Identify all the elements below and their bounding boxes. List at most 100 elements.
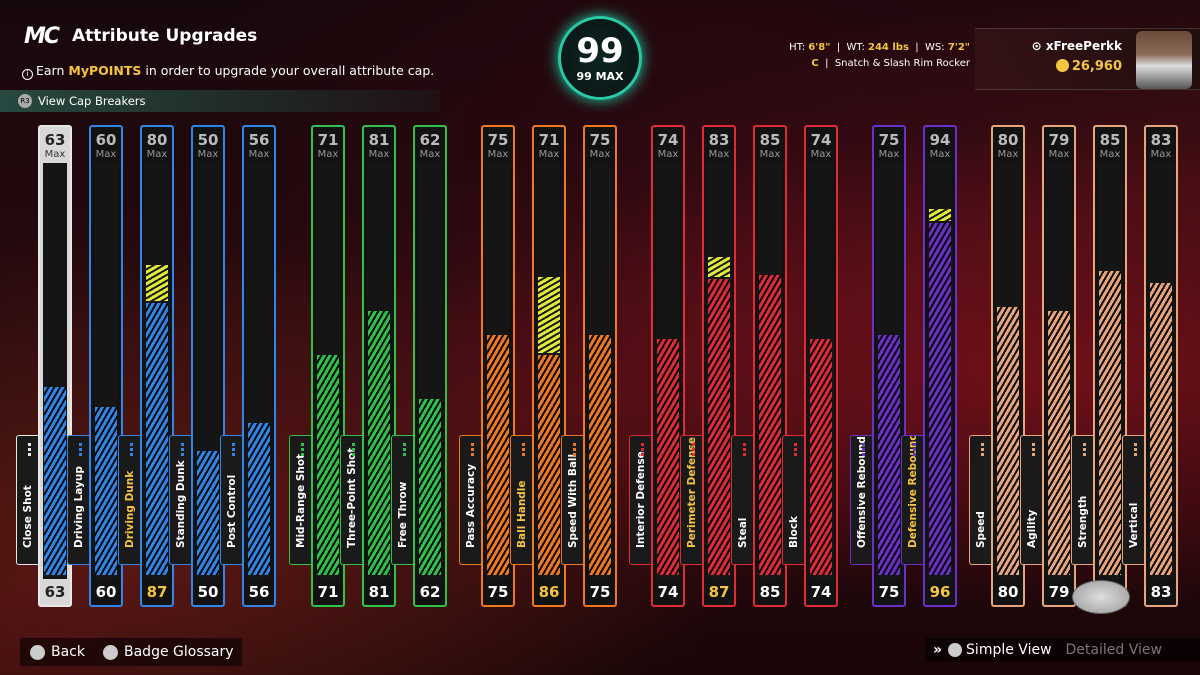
attribute-column[interactable]: 63 Max Close Shot 63 bbox=[16, 125, 72, 607]
attribute-column[interactable]: 60 Max Driving Layup 60 bbox=[67, 125, 123, 607]
attribute-value: 75 bbox=[589, 583, 611, 601]
attribute-column[interactable]: 81 Max Three-Point Shot 81 bbox=[340, 125, 396, 607]
attribute-label-tab: Steal bbox=[731, 435, 753, 565]
attribute-column[interactable]: 79 Max Agility 79 bbox=[1020, 125, 1076, 607]
attribute-max-label: Max bbox=[419, 149, 441, 160]
detailed-view-button[interactable]: Detailed View bbox=[1065, 642, 1162, 658]
attribute-label-tab: Agility bbox=[1020, 435, 1042, 565]
attribute-cap: 83 bbox=[708, 131, 730, 149]
attribute-max-label: Max bbox=[538, 149, 560, 160]
attribute-column[interactable]: 62 Max Free Throw 62 bbox=[391, 125, 447, 607]
attribute-cap: 71 bbox=[538, 131, 560, 149]
footer-actions: Back Badge Glossary bbox=[20, 638, 242, 666]
attribute-max-label: Max bbox=[929, 149, 951, 160]
back-button[interactable]: Back bbox=[51, 644, 85, 660]
attribute-label-tab: Defensive Rebound bbox=[901, 435, 923, 565]
attribute-value: 85 bbox=[759, 583, 781, 601]
attribute-upgrade-fill bbox=[708, 257, 730, 277]
attribute-cap: 80 bbox=[997, 131, 1019, 149]
attribute-column[interactable]: 80 Max Speed 80 bbox=[969, 125, 1025, 607]
attribute-label-tab: Pass Accuracy bbox=[459, 435, 481, 565]
attribute-column[interactable]: 56 Max Post Control 56 bbox=[220, 125, 276, 607]
attribute-column[interactable]: 85MaxStrength85 bbox=[1071, 125, 1127, 607]
attribute-upgrade-fill bbox=[538, 277, 560, 353]
attribute-cap: 75 bbox=[878, 131, 900, 149]
attribute-fill bbox=[589, 335, 611, 575]
attribute-cap: 85 bbox=[759, 131, 781, 149]
attribute-dots bbox=[862, 443, 865, 457]
attribute-cap: 83 bbox=[1150, 131, 1172, 149]
attribute-cap: 56 bbox=[248, 131, 270, 149]
attribute-max-label: Max bbox=[997, 149, 1019, 160]
attribute-column[interactable]: 71 Max Ball Handle 86 bbox=[510, 125, 566, 607]
attribute-dots bbox=[403, 443, 406, 457]
attribute-label-tab: Mid-Range Shot bbox=[289, 435, 311, 565]
attribute-dots bbox=[79, 443, 82, 457]
attribute-cap: 80 bbox=[146, 131, 168, 149]
simple-view-button[interactable]: Simple View bbox=[966, 642, 1052, 658]
attribute-cap: 75 bbox=[487, 131, 509, 149]
attribute-name: Pass Accuracy bbox=[464, 463, 477, 548]
attribute-value: 74 bbox=[810, 583, 832, 601]
attribute-upgrade-fill bbox=[146, 265, 168, 301]
attribute-label-tab: Post Control bbox=[220, 435, 242, 565]
attribute-column[interactable]: 50 Max Standing Dunk 50 bbox=[169, 125, 225, 607]
attribute-label-tab: Three-Point Shot bbox=[340, 435, 362, 565]
weight-value: 244 lbs bbox=[868, 42, 909, 53]
attribute-column[interactable]: 75 Max Pass Accuracy 75 bbox=[459, 125, 515, 607]
view-toggle: » Simple View Detailed View bbox=[925, 638, 1200, 662]
basketball-icon bbox=[1072, 580, 1130, 614]
attribute-column[interactable]: 80 Max Driving Dunk 87 bbox=[118, 125, 174, 607]
attribute-name: Standing Dunk bbox=[174, 460, 187, 548]
attribute-name: Speed With Ball bbox=[566, 453, 579, 548]
attribute-fill bbox=[1099, 271, 1121, 575]
page-title: Attribute Upgrades bbox=[72, 26, 258, 46]
attribute-dots bbox=[1134, 443, 1137, 457]
attribute-value: 87 bbox=[146, 583, 168, 601]
page-subtitle: i Earn MyPOINTS in order to upgrade your … bbox=[22, 63, 434, 80]
attribute-value: 80 bbox=[997, 583, 1019, 601]
attribute-column[interactable]: 74 Max Interior Defense 74 bbox=[629, 125, 685, 607]
attribute-fill bbox=[197, 451, 219, 575]
mypoints-highlight: MyPOINTS bbox=[68, 63, 142, 78]
attribute-max-label: Max bbox=[1099, 149, 1121, 160]
attribute-column[interactable]: 85 Max Steal 85 bbox=[731, 125, 787, 607]
attribute-dots bbox=[1083, 443, 1086, 457]
attribute-label-tab: Vertical bbox=[1122, 435, 1144, 565]
player-physicals: HT: 6'8" | WT: 244 lbs | WS: 7'2" C | Sn… bbox=[789, 42, 970, 69]
attribute-fill bbox=[1048, 311, 1070, 575]
attribute-name: Strength bbox=[1076, 495, 1089, 548]
attribute-column[interactable]: 75 Max Offensive Rebound 75 bbox=[850, 125, 906, 607]
attribute-cap: 74 bbox=[657, 131, 679, 149]
attribute-value: 75 bbox=[878, 583, 900, 601]
attribute-label-tab: Perimeter Defense bbox=[680, 435, 702, 565]
attribute-dots bbox=[743, 443, 746, 457]
attribute-name: Close Shot bbox=[21, 485, 34, 548]
attribute-column[interactable]: 83 Max Vertical 83 bbox=[1122, 125, 1178, 607]
subtitle-post: in order to upgrade your overall attribu… bbox=[141, 63, 435, 78]
attribute-cap: 60 bbox=[95, 131, 117, 149]
height-value: 6'8" bbox=[808, 42, 831, 53]
archetype-value: Snatch & Slash Rim Rocker bbox=[834, 58, 970, 69]
attribute-name: Ball Handle bbox=[515, 480, 528, 548]
attribute-cap: 81 bbox=[368, 131, 390, 149]
badge-glossary-button[interactable]: Badge Glossary bbox=[124, 644, 234, 660]
attribute-name: Interior Defense bbox=[634, 451, 647, 548]
attribute-max-label: Max bbox=[657, 149, 679, 160]
attribute-column[interactable]: 75 Max Speed With Ball 75 bbox=[561, 125, 617, 607]
attribute-fill bbox=[929, 223, 951, 575]
attribute-cap: 74 bbox=[810, 131, 832, 149]
attribute-column[interactable]: 94 Max Defensive Rebound 96 bbox=[901, 125, 957, 607]
view-cap-breakers-button[interactable]: R3 View Cap Breakers bbox=[0, 90, 440, 112]
attribute-fill bbox=[997, 307, 1019, 575]
wingspan-label: WS: bbox=[925, 42, 945, 53]
attribute-name: Agility bbox=[1025, 509, 1038, 548]
attribute-name: Post Control bbox=[225, 474, 238, 548]
attribute-column[interactable]: 74 Max Block 74 bbox=[782, 125, 838, 607]
attribute-column[interactable]: 83 Max Perimeter Defense 87 bbox=[680, 125, 736, 607]
attribute-max-label: Max bbox=[878, 149, 900, 160]
height-label: HT: bbox=[789, 42, 806, 53]
position-value: C bbox=[811, 58, 819, 69]
attribute-fill bbox=[878, 335, 900, 575]
attribute-column[interactable]: 71 Max Mid-Range Shot 71 bbox=[289, 125, 345, 607]
